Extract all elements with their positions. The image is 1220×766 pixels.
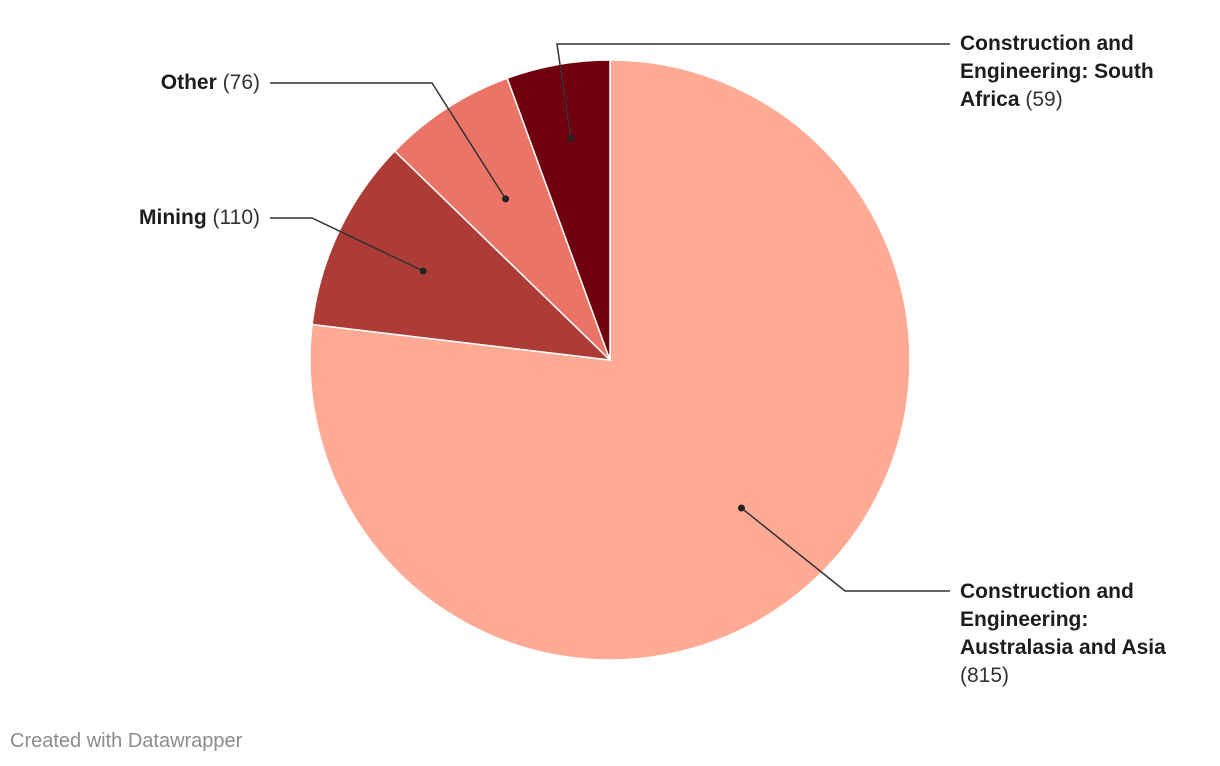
leader-construction-south-africa-dot [567, 134, 575, 142]
leader-construction-australasia-asia-dot [737, 504, 745, 512]
slice-label-other: Other (76) [161, 69, 260, 97]
slice-label-other-name: Other [160, 71, 217, 94]
leader-construction-australasia-asia [740, 507, 950, 592]
slice-other [393, 77, 611, 361]
leader-other-dot [502, 195, 510, 203]
leader-construction-south-africa [556, 43, 950, 139]
leader-mining-dot [419, 267, 427, 275]
slice-label-construction-australasia-asia: Construction and Engineering: Australasi… [960, 578, 1200, 690]
slice-label-mining-name: Mining [139, 206, 207, 229]
slice-label-construction-south-africa-name: Construction and Engineering: South Afri… [960, 32, 1154, 111]
footer-credit: Created with Datawrapper [10, 730, 243, 752]
slice-label-construction-south-africa: Construction and Engineering: South Afri… [960, 30, 1190, 114]
slice-label-other-value: (76) [222, 71, 260, 94]
slice-construction-south-africa [506, 59, 611, 361]
slice-label-construction-south-africa-value: (59) [1025, 88, 1063, 111]
slice-label-construction-australasia-asia-value: (815) [960, 664, 1010, 687]
slice-label-construction-australasia-asia-name: Construction and Engineering: Australasi… [960, 580, 1166, 659]
slice-label-mining: Mining (110) [139, 204, 260, 232]
slice-label-mining-value: (110) [212, 206, 260, 229]
leader-other [270, 82, 507, 200]
leader-mining [270, 217, 424, 272]
